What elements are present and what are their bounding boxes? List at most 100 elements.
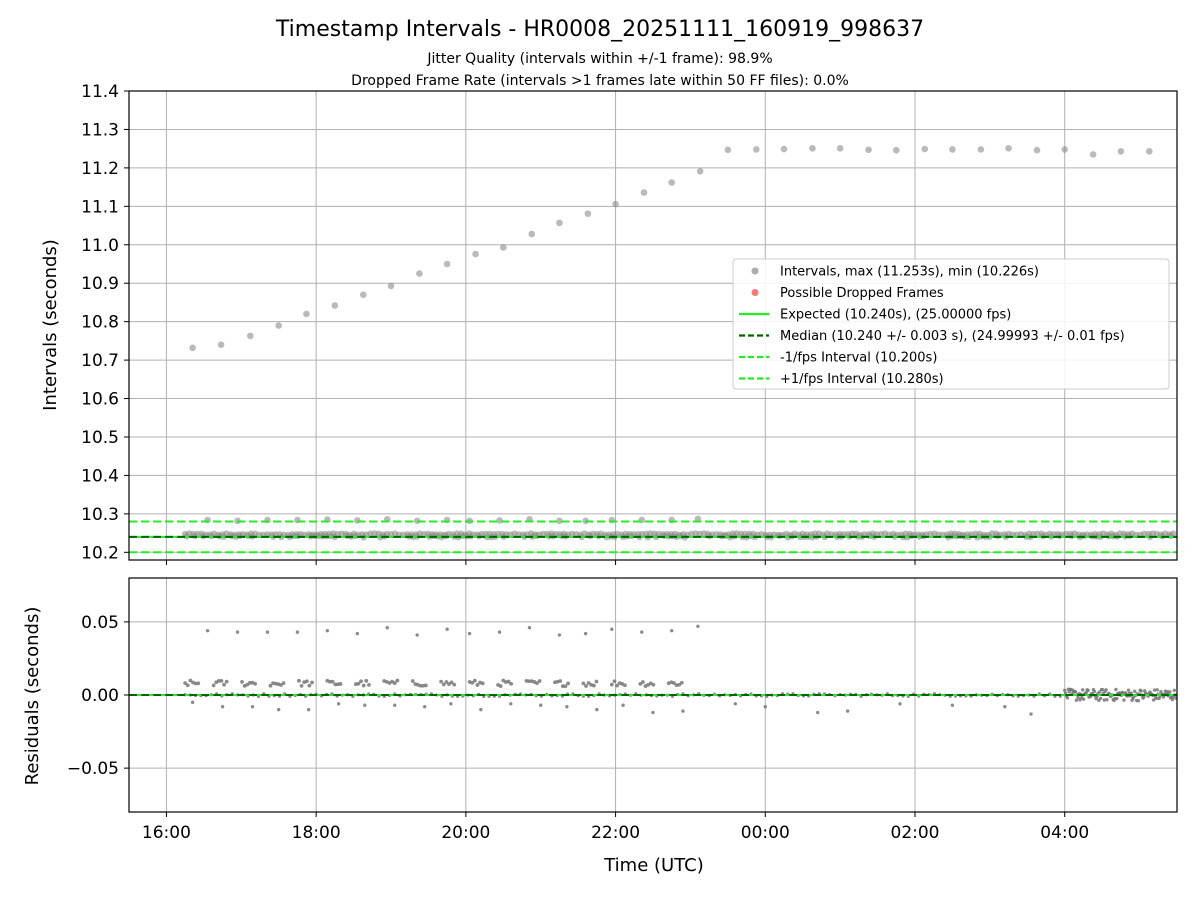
- residual-point: [253, 681, 258, 686]
- residual-point: [240, 679, 244, 684]
- residual-point: [679, 680, 684, 685]
- residual-point: [509, 702, 513, 706]
- residual-point: [330, 679, 335, 684]
- top-axes-frame: [128, 90, 1178, 561]
- x-tick-label: 04:00: [1040, 823, 1089, 843]
- interval-point: [949, 146, 956, 153]
- interval-point: [612, 200, 619, 208]
- residual-point: [651, 682, 656, 687]
- residual-point: [449, 680, 454, 685]
- x-tick-label: 00:00: [741, 823, 790, 843]
- chart-subtitle-dropped: Dropped Frame Rate (intervals >1 frames …: [351, 73, 849, 89]
- residual-point: [1105, 698, 1109, 702]
- interval-point: [1033, 146, 1041, 154]
- residual-point: [1073, 689, 1078, 694]
- legend-label-3: Median (10.240 +/- 0.003 s), (24.99993 +…: [780, 329, 1125, 344]
- interval-point: [1061, 146, 1069, 153]
- top-y-tick-label: 10.5: [81, 428, 119, 448]
- interval-point: [780, 145, 788, 153]
- chart-subtitle-jitter: Jitter Quality (intervals within +/-1 fr…: [426, 51, 772, 67]
- interval-point: [246, 332, 254, 340]
- residual-point: [475, 683, 480, 687]
- x-tick-label: 18:00: [292, 823, 341, 843]
- interval-point: [1005, 144, 1012, 152]
- residual-point: [1100, 687, 1105, 692]
- residual-point: [563, 684, 568, 689]
- top-y-tick-label: 10.7: [81, 351, 119, 371]
- top-y-tick-label: 10.4: [81, 466, 119, 486]
- residual-point: [393, 703, 397, 707]
- bottom-y-tick-label: 0.00: [81, 686, 119, 706]
- residual-point: [219, 678, 224, 683]
- interval-point: [724, 146, 732, 154]
- residual-point: [610, 627, 614, 631]
- residual-point: [277, 707, 281, 712]
- residual-point: [591, 683, 596, 688]
- residual-point: [1029, 712, 1033, 716]
- residual-point: [566, 681, 570, 686]
- residual-point: [615, 683, 619, 688]
- residual-point: [1104, 688, 1108, 692]
- residual-point: [355, 631, 360, 636]
- residual-point: [497, 630, 502, 634]
- residual-point: [1115, 696, 1119, 701]
- residual-point: [1114, 687, 1118, 692]
- residual-point: [1136, 699, 1141, 703]
- residual-point: [1080, 688, 1085, 692]
- residual-point: [1129, 691, 1133, 695]
- top-y-tick-label: 11.2: [81, 159, 119, 179]
- residual-point: [1165, 689, 1169, 694]
- residual-point: [367, 682, 371, 687]
- top-y-tick-label: 10.6: [81, 390, 119, 410]
- residual-point: [539, 703, 543, 707]
- residual-point: [581, 681, 586, 686]
- legend: Intervals, max (11.253s), min (10.226s) P…: [732, 258, 1170, 390]
- bottom-y-tick-label: −0.05: [67, 759, 119, 779]
- top-y-axis-label: Intervals (seconds): [40, 239, 61, 411]
- interval-point: [275, 322, 283, 329]
- residual-point: [621, 703, 625, 707]
- interval-point: [217, 341, 225, 349]
- residual-point: [1133, 689, 1137, 693]
- top-y-tick-label: 11.3: [81, 120, 119, 140]
- top-y-tick-label: 11.4: [81, 82, 119, 102]
- residual-point: [363, 703, 367, 707]
- interval-point: [416, 270, 423, 277]
- residual-point: [1081, 697, 1086, 701]
- interval-point: [753, 146, 760, 153]
- residual-point: [1098, 696, 1103, 701]
- residual-point: [1003, 705, 1007, 709]
- residual-point: [452, 682, 457, 687]
- interval-point: [528, 230, 536, 238]
- residual-point: [1152, 688, 1157, 692]
- residual-point: [265, 630, 270, 634]
- top-y-tick-label: 10.9: [81, 274, 119, 294]
- residual-point: [950, 703, 955, 707]
- interval-point: [1089, 151, 1097, 158]
- residual-point: [445, 627, 449, 631]
- residual-point: [361, 683, 366, 688]
- x-tick-label: 02:00: [891, 823, 940, 843]
- residual-point: [279, 683, 283, 687]
- residual-point: [235, 630, 240, 634]
- residual-point: [304, 679, 309, 684]
- interval-point: [303, 310, 310, 318]
- top-y-tick-label: 11.0: [81, 236, 119, 256]
- legend-box: [732, 258, 1170, 390]
- interval-point: [696, 168, 704, 175]
- residual-point: [211, 683, 216, 688]
- residual-point: [537, 679, 542, 683]
- residual-point: [395, 678, 400, 683]
- residual-point: [306, 707, 311, 712]
- residual-point: [410, 679, 415, 683]
- residual-point: [325, 628, 330, 633]
- legend-label-0: Intervals, max (11.253s), min (10.226s): [780, 265, 1039, 280]
- residual-point: [467, 631, 472, 636]
- residual-point: [1170, 697, 1175, 702]
- residual-point: [623, 683, 627, 688]
- residual-point: [1065, 696, 1070, 700]
- residual-point: [498, 684, 503, 688]
- residual-point: [307, 683, 312, 688]
- residual-point: [185, 683, 190, 688]
